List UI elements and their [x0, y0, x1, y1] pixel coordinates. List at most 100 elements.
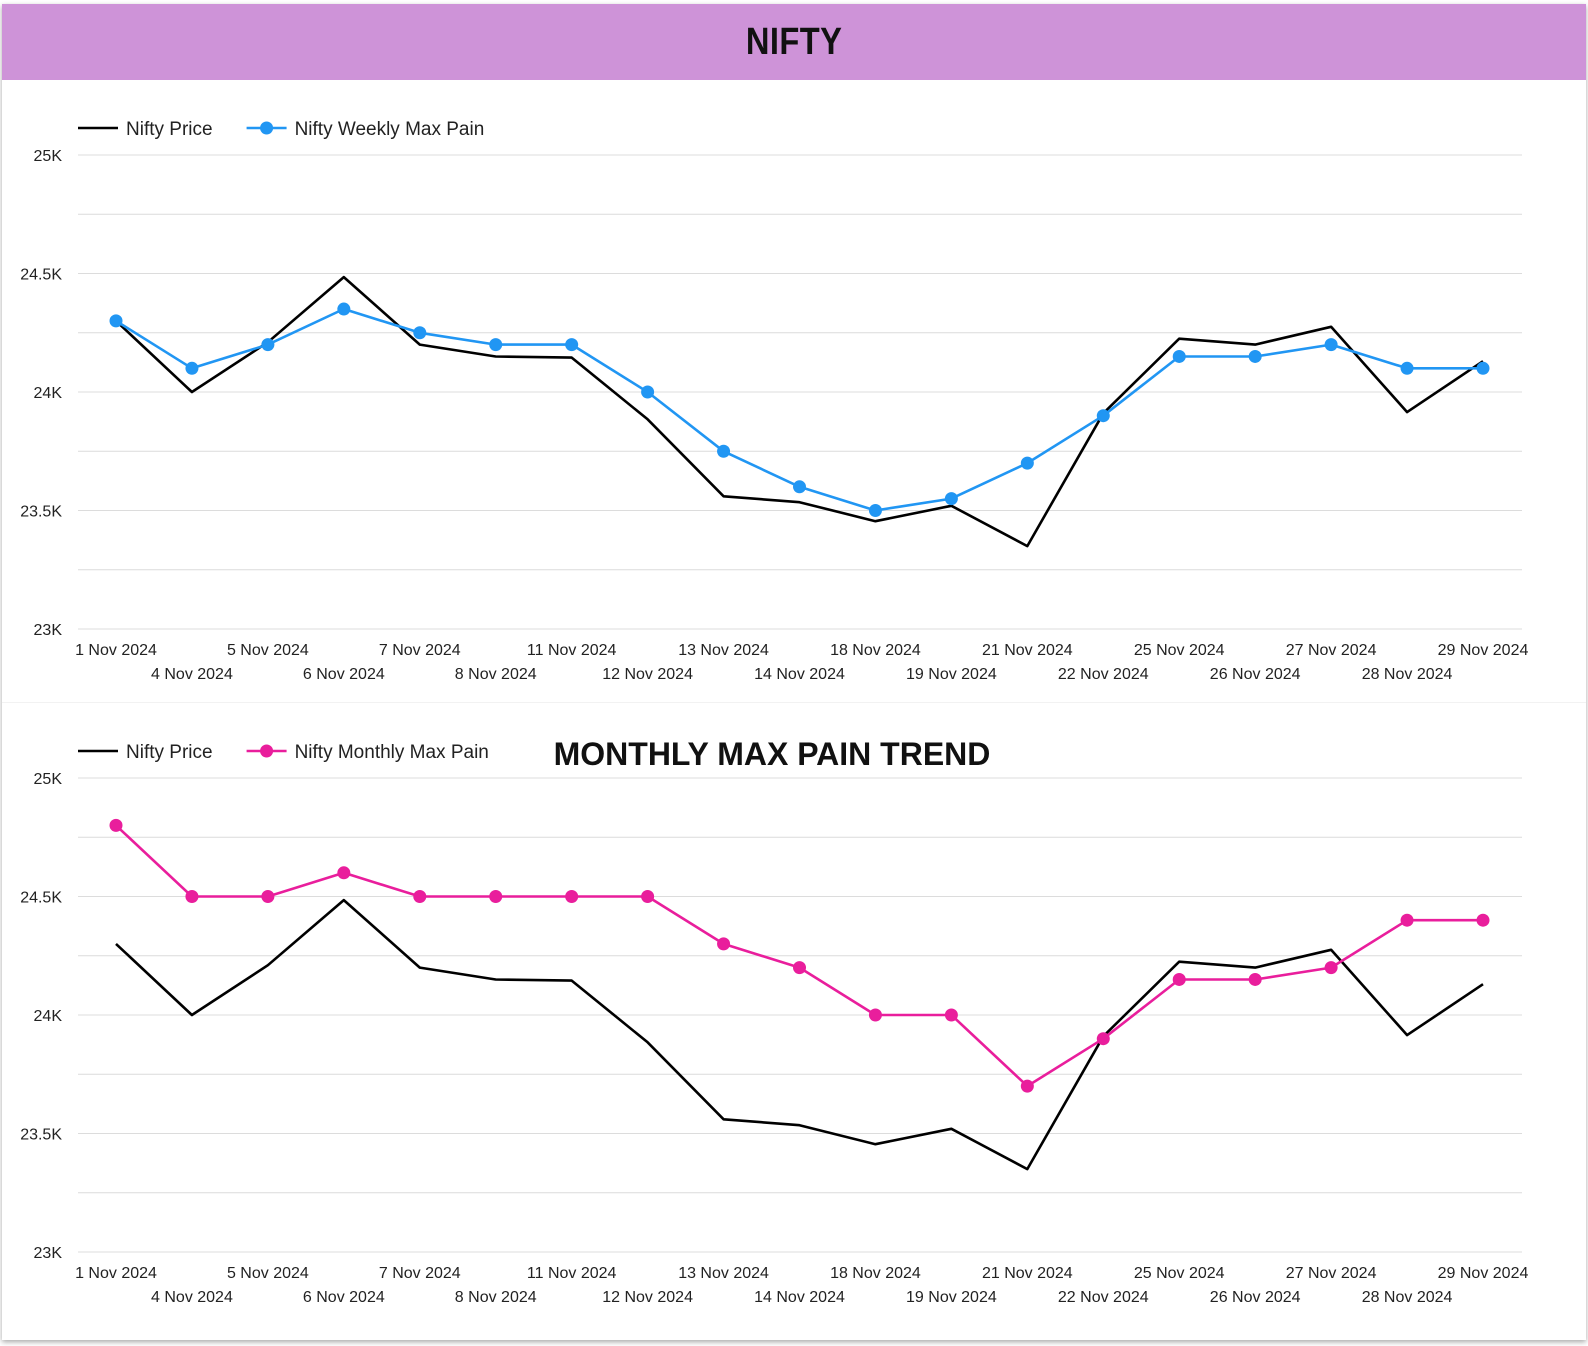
- y-tick-label: 23K: [34, 1245, 63, 1262]
- data-point: [1248, 972, 1262, 986]
- data-point: [1248, 349, 1262, 363]
- legend-label: Nifty Weekly Max Pain: [295, 119, 485, 140]
- data-point: [1400, 913, 1414, 927]
- monthly-chart-svg: 23K 23.5K 24K 24.5K 25K 1 Nov 2024 4 Nov 2024 5…: [20, 736, 1528, 1306]
- data-point: [1400, 361, 1414, 375]
- x-tick-label: 26 Nov 2024: [1210, 1289, 1301, 1306]
- data-point: [641, 890, 655, 903]
- x-tick-label: 19 Nov 2024: [906, 1289, 997, 1306]
- x-tick-label: 27 Nov 2024: [1286, 1265, 1377, 1282]
- legend-swatch-marker: [260, 744, 274, 758]
- x-tick-label: 13 Nov 2024: [678, 1265, 769, 1282]
- gridlines: [78, 154, 1522, 630]
- x-axis-ticks: 1 Nov 2024 4 Nov 2024 5 Nov 2024 6 Nov 2024…: [75, 1265, 1528, 1306]
- data-point: [717, 444, 731, 458]
- y-tick-label: 24.5K: [20, 890, 62, 907]
- x-tick-label: 12 Nov 2024: [602, 666, 693, 683]
- x-tick-label: 29 Nov 2024: [1438, 1265, 1529, 1282]
- x-tick-label: 28 Nov 2024: [1362, 666, 1453, 683]
- data-point: [185, 361, 199, 375]
- y-tick-label: 25K: [34, 771, 63, 788]
- data-point: [868, 504, 882, 517]
- data-point: [337, 302, 351, 316]
- x-tick-label: 18 Nov 2024: [830, 1265, 921, 1282]
- data-point: [261, 338, 275, 352]
- data-point: [1476, 913, 1490, 927]
- series-line: [115, 898, 1484, 1171]
- x-tick-label: 19 Nov 2024: [906, 666, 997, 683]
- x-tick-label: 22 Nov 2024: [1058, 666, 1149, 683]
- x-tick-label: 21 Nov 2024: [982, 642, 1073, 659]
- legend-item: Nifty Monthly Max Pain: [246, 742, 489, 763]
- x-tick-label: 4 Nov 2024: [151, 666, 233, 683]
- data-point: [413, 890, 427, 903]
- y-tick-label: 25K: [34, 148, 63, 165]
- data-point: [944, 492, 958, 506]
- monthly-max-pain-chart: 23K 23.5K 24K 24.5K 25K 1 Nov 2024 4 Nov 2024 5…: [2, 702, 1586, 1325]
- page-title: NIFTY: [745, 20, 843, 63]
- y-tick-label: 24.5K: [20, 267, 62, 284]
- data-point: [1020, 456, 1034, 470]
- data-point: [1324, 338, 1338, 352]
- series-nifty-price: [115, 275, 1484, 548]
- data-point: [489, 338, 503, 352]
- data-point: [717, 937, 731, 951]
- x-tick-label: 25 Nov 2024: [1134, 1265, 1225, 1282]
- data-point: [793, 961, 806, 975]
- legend-label: Nifty Price: [126, 742, 213, 763]
- x-tick-label: 14 Nov 2024: [754, 1289, 845, 1306]
- x-tick-label: 1 Nov 2024: [75, 642, 157, 659]
- data-point: [489, 890, 503, 903]
- x-tick-label: 27 Nov 2024: [1286, 642, 1377, 659]
- data-point: [1172, 349, 1186, 363]
- page-header: NIFTY: [2, 4, 1586, 80]
- data-point: [565, 338, 579, 352]
- x-tick-label: 6 Nov 2024: [303, 1289, 385, 1306]
- data-point: [109, 818, 123, 832]
- legend-item: Nifty Weekly Max Pain: [246, 119, 485, 140]
- x-tick-label: 11 Nov 2024: [527, 1265, 617, 1282]
- legend-item: Nifty Price: [78, 742, 213, 763]
- y-tick-label: 23.5K: [20, 1127, 62, 1144]
- series-nifty-price: [115, 898, 1484, 1171]
- weekly-chart-svg: 23K 23.5K 24K 24.5K 25K 1 Nov 2024 4 Nov 2024 5…: [20, 119, 1528, 683]
- data-point: [1096, 409, 1110, 423]
- data-point: [337, 866, 351, 880]
- data-point: [1172, 972, 1186, 986]
- x-tick-label: 18 Nov 2024: [830, 642, 921, 659]
- data-point: [868, 1008, 882, 1022]
- x-tick-label: 14 Nov 2024: [754, 666, 845, 683]
- legend-label: Nifty Price: [126, 119, 213, 140]
- data-point: [641, 385, 655, 399]
- y-tick-label: 24K: [34, 385, 63, 402]
- legend-item: Nifty Price: [78, 119, 213, 140]
- x-tick-label: 26 Nov 2024: [1210, 666, 1301, 683]
- legend-label: Nifty Monthly Max Pain: [295, 742, 489, 763]
- legend-swatch-marker: [260, 121, 274, 135]
- y-tick-label: 23K: [34, 622, 63, 639]
- x-tick-label: 28 Nov 2024: [1362, 1289, 1453, 1306]
- legend: Nifty Price Nifty Weekly Max Pain: [78, 119, 484, 140]
- x-tick-label: 21 Nov 2024: [982, 1265, 1073, 1282]
- data-point: [1096, 1032, 1110, 1046]
- x-tick-label: 5 Nov 2024: [227, 1265, 309, 1282]
- data-point: [1020, 1079, 1034, 1093]
- x-tick-label: 6 Nov 2024: [303, 666, 385, 683]
- series-nifty-weekly-max-pain: [109, 302, 1490, 517]
- x-tick-label: 7 Nov 2024: [379, 1265, 461, 1282]
- data-point: [565, 890, 579, 903]
- x-tick-label: 4 Nov 2024: [151, 1289, 233, 1306]
- legend: Nifty Price Nifty Monthly Max Pain: [78, 742, 489, 763]
- x-tick-label: 8 Nov 2024: [455, 666, 537, 683]
- chart-title: MONTHLY MAX PAIN TREND: [554, 736, 991, 772]
- data-point: [1476, 361, 1490, 375]
- data-point: [793, 480, 806, 494]
- data-point: [1324, 961, 1338, 975]
- y-tick-label: 23.5K: [20, 504, 62, 521]
- x-tick-label: 11 Nov 2024: [527, 642, 617, 659]
- x-tick-label: 12 Nov 2024: [602, 1289, 693, 1306]
- x-tick-label: 22 Nov 2024: [1058, 1289, 1149, 1306]
- x-tick-label: 7 Nov 2024: [379, 642, 461, 659]
- data-point: [261, 890, 275, 903]
- data-point: [109, 314, 123, 328]
